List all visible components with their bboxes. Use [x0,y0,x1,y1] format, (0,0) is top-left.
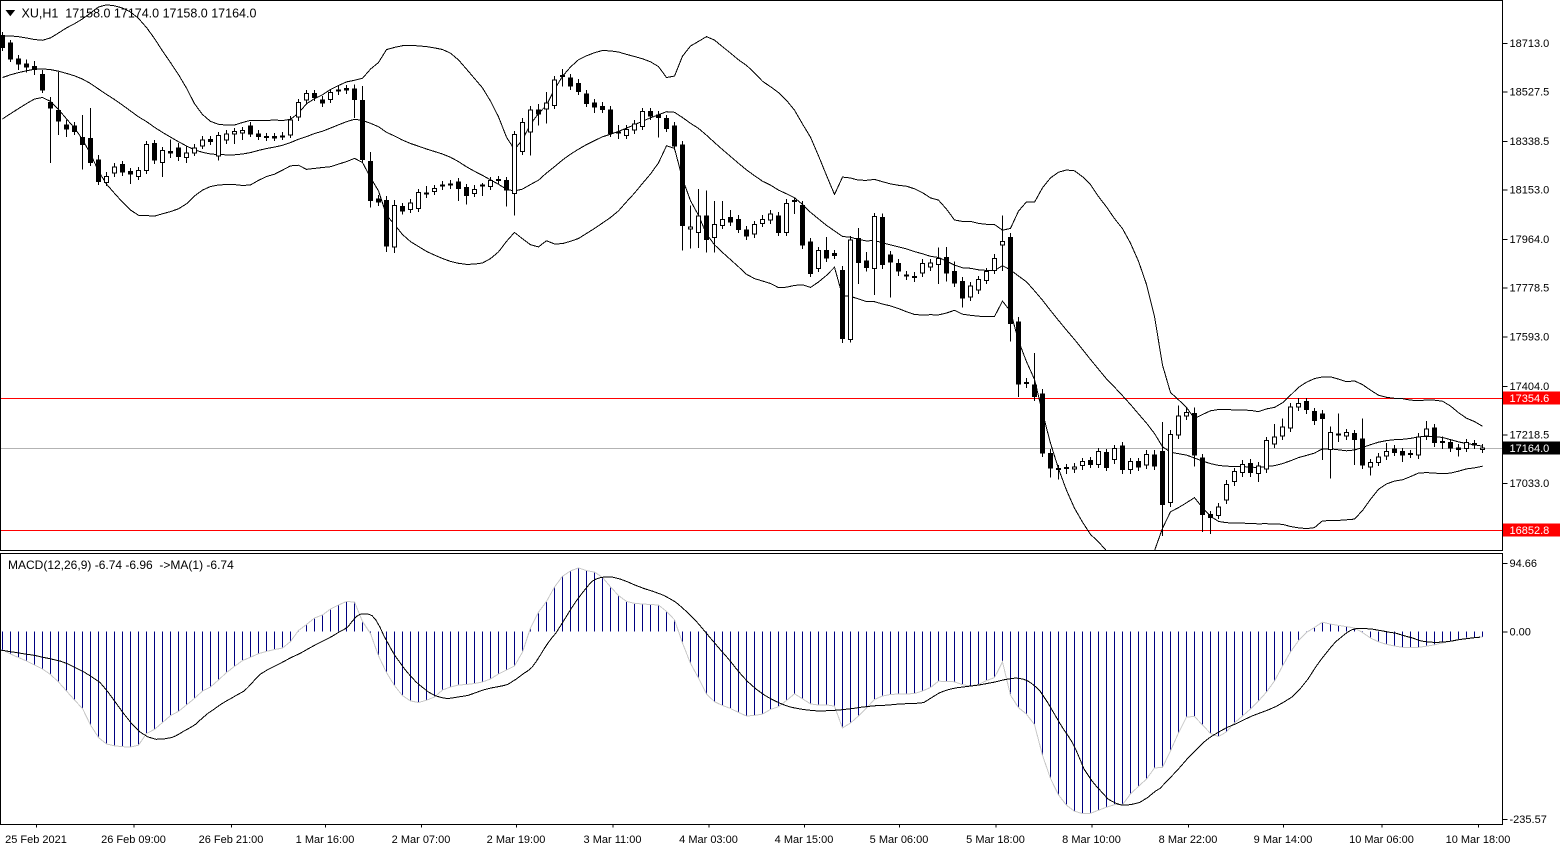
svg-text:5 Mar 06:00: 5 Mar 06:00 [870,834,929,846]
svg-text:4 Mar 03:00: 4 Mar 03:00 [679,834,738,846]
svg-text:17593.0: 17593.0 [1510,331,1550,343]
svg-text:3 Mar 11:00: 3 Mar 11:00 [584,834,642,846]
svg-text:XU,H1 17158.0 17174.0 17158.0: XU,H1 17158.0 17174.0 17158.0 17164.0 [22,6,257,20]
svg-text:18338.5: 18338.5 [1510,136,1550,148]
svg-text:9 Mar 14:00: 9 Mar 14:00 [1254,834,1313,846]
svg-text:5 Mar 18:00: 5 Mar 18:00 [966,834,1025,846]
svg-text:26 Feb 21:00: 26 Feb 21:00 [199,834,264,846]
svg-text:25 Feb 2021: 25 Feb 2021 [5,834,67,846]
svg-text:17218.5: 17218.5 [1510,430,1550,442]
svg-text:MACD(12,26,9) -6.74 -6.96 ->M: MACD(12,26,9) -6.74 -6.96 ->MA(1) -6.74 [8,558,234,572]
svg-text:1 Mar 16:00: 1 Mar 16:00 [296,834,355,846]
svg-text:2 Mar 19:00: 2 Mar 19:00 [487,834,546,846]
svg-text:10 Mar 06:00: 10 Mar 06:00 [1349,834,1414,846]
svg-text:8 Mar 10:00: 8 Mar 10:00 [1062,834,1121,846]
svg-text:18153.0: 18153.0 [1510,185,1550,197]
svg-text:17964.0: 17964.0 [1510,234,1550,246]
svg-text:18527.5: 18527.5 [1510,86,1550,98]
svg-text:18713.0: 18713.0 [1510,38,1550,50]
svg-text:17164.0: 17164.0 [1510,443,1550,455]
svg-text:17354.6: 17354.6 [1510,393,1550,405]
svg-text:2 Mar 07:00: 2 Mar 07:00 [392,834,451,846]
svg-text:17778.5: 17778.5 [1510,283,1550,295]
svg-text:17404.0: 17404.0 [1510,381,1550,393]
svg-text:8 Mar 22:00: 8 Mar 22:00 [1159,834,1218,846]
svg-text:17033.0: 17033.0 [1510,478,1550,490]
svg-text:16852.8: 16852.8 [1510,525,1550,537]
svg-text:4 Mar 15:00: 4 Mar 15:00 [775,834,834,846]
svg-text:94.66: 94.66 [1510,558,1538,570]
svg-text:-235.57: -235.57 [1510,814,1547,826]
svg-text:26 Feb 09:00: 26 Feb 09:00 [101,834,166,846]
svg-text:0.00: 0.00 [1510,627,1531,639]
svg-text:10 Mar 18:00: 10 Mar 18:00 [1446,834,1511,846]
